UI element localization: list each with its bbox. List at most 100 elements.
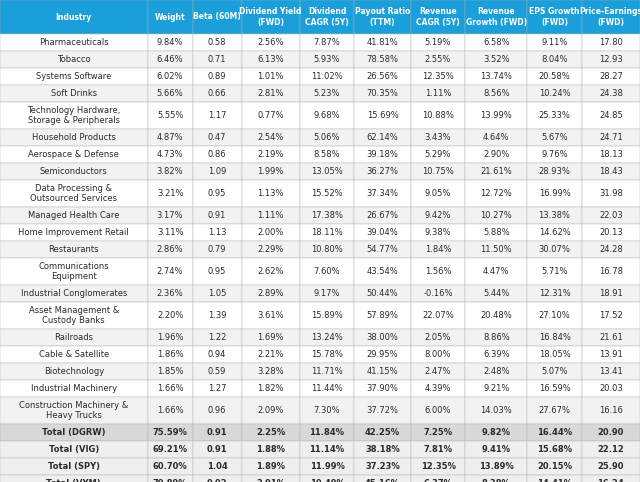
Bar (0, 241, 148, 258)
Text: 20.13: 20.13 (599, 228, 623, 237)
Bar (527, 163, 582, 180)
Bar (0, 441, 148, 458)
Text: Asset Management &
Custody Banks: Asset Management & Custody Banks (29, 306, 119, 325)
Text: 41.81%: 41.81% (367, 38, 398, 47)
Text: 10.75%: 10.75% (422, 167, 454, 176)
Text: 4.47%: 4.47% (483, 267, 509, 276)
Bar (582, 397, 640, 424)
Bar (354, 163, 411, 180)
Bar (0, 0, 148, 34)
Text: 15.68%: 15.68% (537, 445, 572, 454)
Text: 1.04: 1.04 (207, 462, 227, 471)
Bar (300, 68, 354, 85)
Bar (527, 241, 582, 258)
Bar (193, 85, 241, 102)
Text: 11.44%: 11.44% (311, 384, 343, 393)
Bar (0, 475, 148, 482)
Bar (0, 363, 148, 380)
Bar (582, 346, 640, 363)
Bar (241, 180, 300, 207)
Text: 14.41%: 14.41% (537, 479, 572, 482)
Text: 0.79: 0.79 (208, 245, 227, 254)
Text: Data Processing &
Outsourced Services: Data Processing & Outsourced Services (30, 184, 117, 203)
Text: 20.48%: 20.48% (481, 311, 512, 320)
Bar (241, 0, 300, 34)
Text: 75.59%: 75.59% (153, 428, 188, 437)
Bar (241, 380, 300, 397)
Bar (527, 146, 582, 163)
Bar (148, 68, 193, 85)
Bar (411, 207, 465, 224)
Bar (241, 302, 300, 329)
Bar (411, 129, 465, 146)
Bar (0, 329, 148, 346)
Bar (300, 458, 354, 475)
Text: 1.11%: 1.11% (257, 211, 284, 220)
Bar (0, 224, 148, 241)
Bar (354, 129, 411, 146)
Text: Total (VYM): Total (VYM) (47, 479, 101, 482)
Text: Tobacco: Tobacco (57, 55, 91, 64)
Text: 9.05%: 9.05% (425, 189, 451, 198)
Bar (527, 397, 582, 424)
Bar (148, 129, 193, 146)
Text: 13.74%: 13.74% (481, 72, 512, 81)
Bar (193, 424, 241, 441)
Text: 13.38%: 13.38% (539, 211, 571, 220)
Bar (465, 68, 527, 85)
Bar (193, 34, 241, 51)
Text: 62.14%: 62.14% (367, 133, 398, 142)
Bar (354, 85, 411, 102)
Bar (465, 380, 527, 397)
Text: 3.82%: 3.82% (157, 167, 184, 176)
Bar (300, 241, 354, 258)
Text: 1.22: 1.22 (208, 333, 227, 342)
Bar (411, 346, 465, 363)
Bar (0, 207, 148, 224)
Bar (527, 458, 582, 475)
Bar (193, 441, 241, 458)
Bar (527, 363, 582, 380)
Bar (193, 102, 241, 129)
Bar (193, 51, 241, 68)
Bar (527, 424, 582, 441)
Bar (527, 207, 582, 224)
Bar (300, 224, 354, 241)
Bar (582, 363, 640, 380)
Bar (148, 258, 193, 285)
Bar (0, 102, 148, 129)
Text: 6.39%: 6.39% (483, 350, 509, 359)
Bar (241, 329, 300, 346)
Text: 16.24: 16.24 (598, 479, 624, 482)
Bar (411, 180, 465, 207)
Bar (148, 241, 193, 258)
Text: 20.58%: 20.58% (539, 72, 570, 81)
Bar (148, 207, 193, 224)
Text: 1.96%: 1.96% (157, 333, 183, 342)
Bar (300, 285, 354, 302)
Text: 10.27%: 10.27% (481, 211, 512, 220)
Bar (148, 380, 193, 397)
Text: 11.84%: 11.84% (310, 428, 344, 437)
Text: 5.88%: 5.88% (483, 228, 509, 237)
Text: Managed Health Care: Managed Health Care (28, 211, 120, 220)
Text: 37.72%: 37.72% (367, 406, 399, 415)
Bar (582, 285, 640, 302)
Text: 11.50%: 11.50% (481, 245, 512, 254)
Bar (582, 441, 640, 458)
Text: 1.66%: 1.66% (157, 406, 184, 415)
Text: Total (DGRW): Total (DGRW) (42, 428, 106, 437)
Bar (300, 302, 354, 329)
Bar (582, 163, 640, 180)
Bar (241, 146, 300, 163)
Text: 1.86%: 1.86% (157, 350, 184, 359)
Text: Weight: Weight (155, 13, 186, 22)
Text: 0.59: 0.59 (208, 367, 227, 376)
Bar (527, 51, 582, 68)
Bar (582, 68, 640, 85)
Bar (582, 258, 640, 285)
Text: 13.05%: 13.05% (311, 167, 343, 176)
Text: 2.00%: 2.00% (257, 228, 284, 237)
Bar (411, 458, 465, 475)
Text: 17.38%: 17.38% (311, 211, 343, 220)
